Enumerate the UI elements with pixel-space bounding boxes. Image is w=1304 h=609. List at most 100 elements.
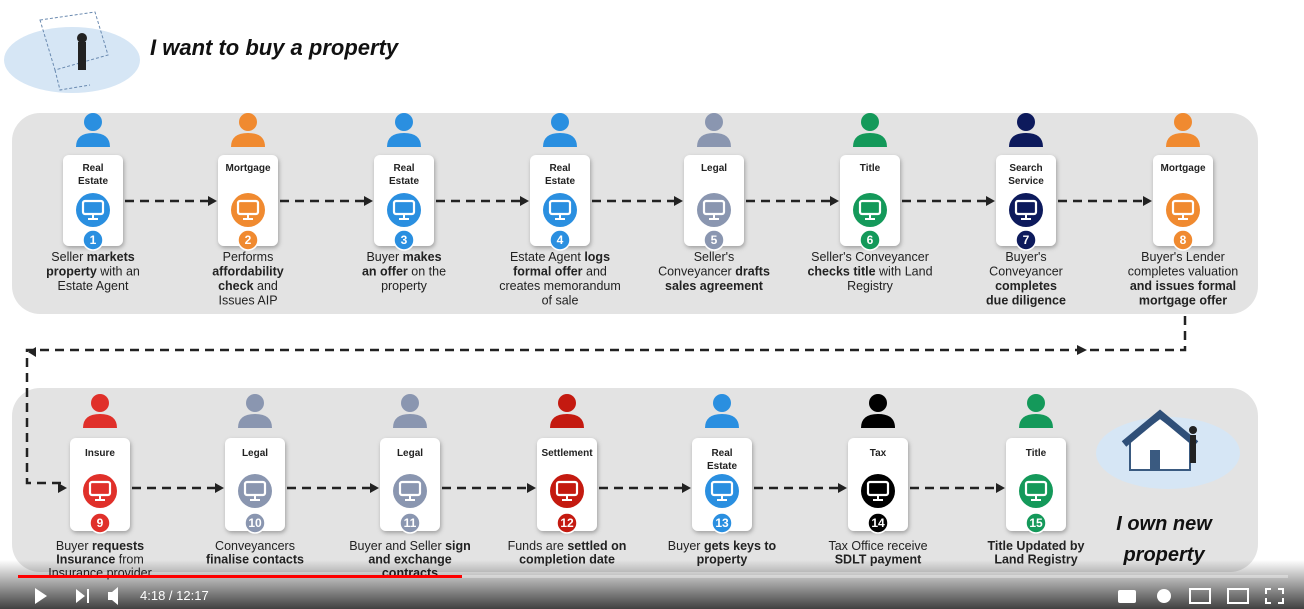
step-description: checks title with Land [807, 265, 932, 279]
description-part: Funds are [508, 539, 568, 553]
step-description: Buyer requests [56, 539, 144, 553]
step-description: Buyer makes [366, 250, 441, 264]
description-part: with Land [876, 265, 933, 279]
description-part: Estate Agent [58, 279, 129, 293]
step-description: sales agreement [665, 279, 764, 293]
step-number: 5 [711, 233, 718, 247]
step-label: Settlement [541, 448, 593, 459]
step-label: Estate [545, 176, 575, 187]
page: {"title":"I want to buy a property", "en… [0, 0, 1304, 609]
captions-button[interactable] [1118, 590, 1136, 603]
step-label: Tax [870, 448, 887, 459]
step-description: creates memorandum [499, 279, 621, 293]
description-part: Buyer's Lender [1141, 250, 1225, 264]
person-head [1027, 394, 1045, 412]
description-part: an offer [362, 265, 408, 279]
person-head [705, 113, 723, 131]
step-number: 12 [560, 516, 574, 530]
step-number: 1 [90, 233, 97, 247]
description-part: and [254, 279, 278, 293]
step-number: 4 [557, 233, 564, 247]
step-label: Legal [242, 448, 268, 459]
monitor-circle [238, 474, 272, 508]
description-part: Estate Agent [510, 250, 584, 264]
step-label: Mortgage [226, 163, 271, 174]
step-number: 9 [97, 516, 104, 530]
monitor-circle [1166, 193, 1200, 227]
description-part: check [218, 279, 253, 293]
step-label: Legal [701, 163, 727, 174]
description-part: and [583, 265, 607, 279]
monitor-circle [387, 193, 421, 227]
time: 4:18 / 12:17 [140, 588, 209, 603]
step-description: Issues AIP [218, 294, 277, 308]
step-description: Funds are settled on [508, 539, 627, 553]
person-head [91, 394, 109, 412]
step-description: Tax Office receive [828, 539, 927, 553]
step-description: Conveyancers [215, 539, 295, 553]
step-number: 8 [1180, 233, 1187, 247]
description-part: creates memorandum [499, 279, 621, 293]
settings-button[interactable] [1157, 589, 1171, 603]
panel-top [12, 113, 1258, 314]
step-description: Buyer gets keys to [668, 539, 777, 553]
step-description: Buyer's [1005, 250, 1046, 264]
description-part: Buyer and Seller [349, 539, 445, 553]
description-part: completes valuation [1128, 265, 1239, 279]
step-description: of sale [542, 294, 579, 308]
step-number: 14 [871, 516, 885, 530]
description-part: affordability [212, 265, 284, 279]
description-part: Buyer [56, 539, 92, 553]
step-label: Mortgage [1161, 163, 1206, 174]
step-number: 6 [867, 233, 874, 247]
step-description: an offer on the [362, 265, 446, 279]
description-part: Buyer [668, 539, 704, 553]
description-part: sales agreement [665, 279, 764, 293]
step-description: Buyer and Seller sign [349, 539, 471, 553]
step-description: Buyer's Lender [1141, 250, 1225, 264]
step-description: check and [218, 279, 278, 293]
step-description: Title Updated by [987, 539, 1084, 553]
description-part: completes [995, 279, 1057, 293]
person-head [558, 394, 576, 412]
monitor-circle [861, 474, 895, 508]
step-description: property with an [46, 265, 140, 279]
person-head [551, 113, 569, 131]
monitor-circle [697, 193, 731, 227]
step-label: Title [1026, 448, 1047, 459]
step-description: property [381, 279, 428, 293]
step-description: Estate Agent [58, 279, 129, 293]
description-part: logs [584, 250, 610, 264]
person-head [84, 113, 102, 131]
hero-ellipse [4, 27, 140, 93]
description-part: Seller's Conveyancer [811, 250, 929, 264]
description-part: Performs [223, 250, 274, 264]
step-description: affordability [212, 265, 284, 279]
monitor-circle [83, 474, 117, 508]
step-description: Seller's [694, 250, 735, 264]
description-part: Issues AIP [218, 294, 277, 308]
step-label: Real [711, 448, 732, 459]
description-part: property [46, 265, 97, 279]
step-description: Performs [223, 250, 274, 264]
step-description: completes valuation [1128, 265, 1239, 279]
step-number: 10 [248, 516, 262, 530]
description-part: Tax Office receive [828, 539, 927, 553]
description-part: Conveyancers [215, 539, 295, 553]
person-head [239, 113, 257, 131]
description-part: Title Updated by [987, 539, 1084, 553]
step-description: Registry [847, 279, 894, 293]
person-head [861, 113, 879, 131]
description-part: due diligence [986, 294, 1066, 308]
monitor-circle [76, 193, 110, 227]
step-number: 15 [1029, 516, 1043, 530]
step-label: Estate [707, 461, 737, 472]
step-label: Title [860, 163, 881, 174]
description-part: gets keys to [704, 539, 777, 553]
step-description: formal offer and [513, 265, 607, 279]
monitor-circle [550, 474, 584, 508]
step-label: Insure [85, 448, 115, 459]
step-description: Conveyancer [989, 265, 1063, 279]
description-part: Buyer [366, 250, 402, 264]
description-part: Seller [51, 250, 86, 264]
